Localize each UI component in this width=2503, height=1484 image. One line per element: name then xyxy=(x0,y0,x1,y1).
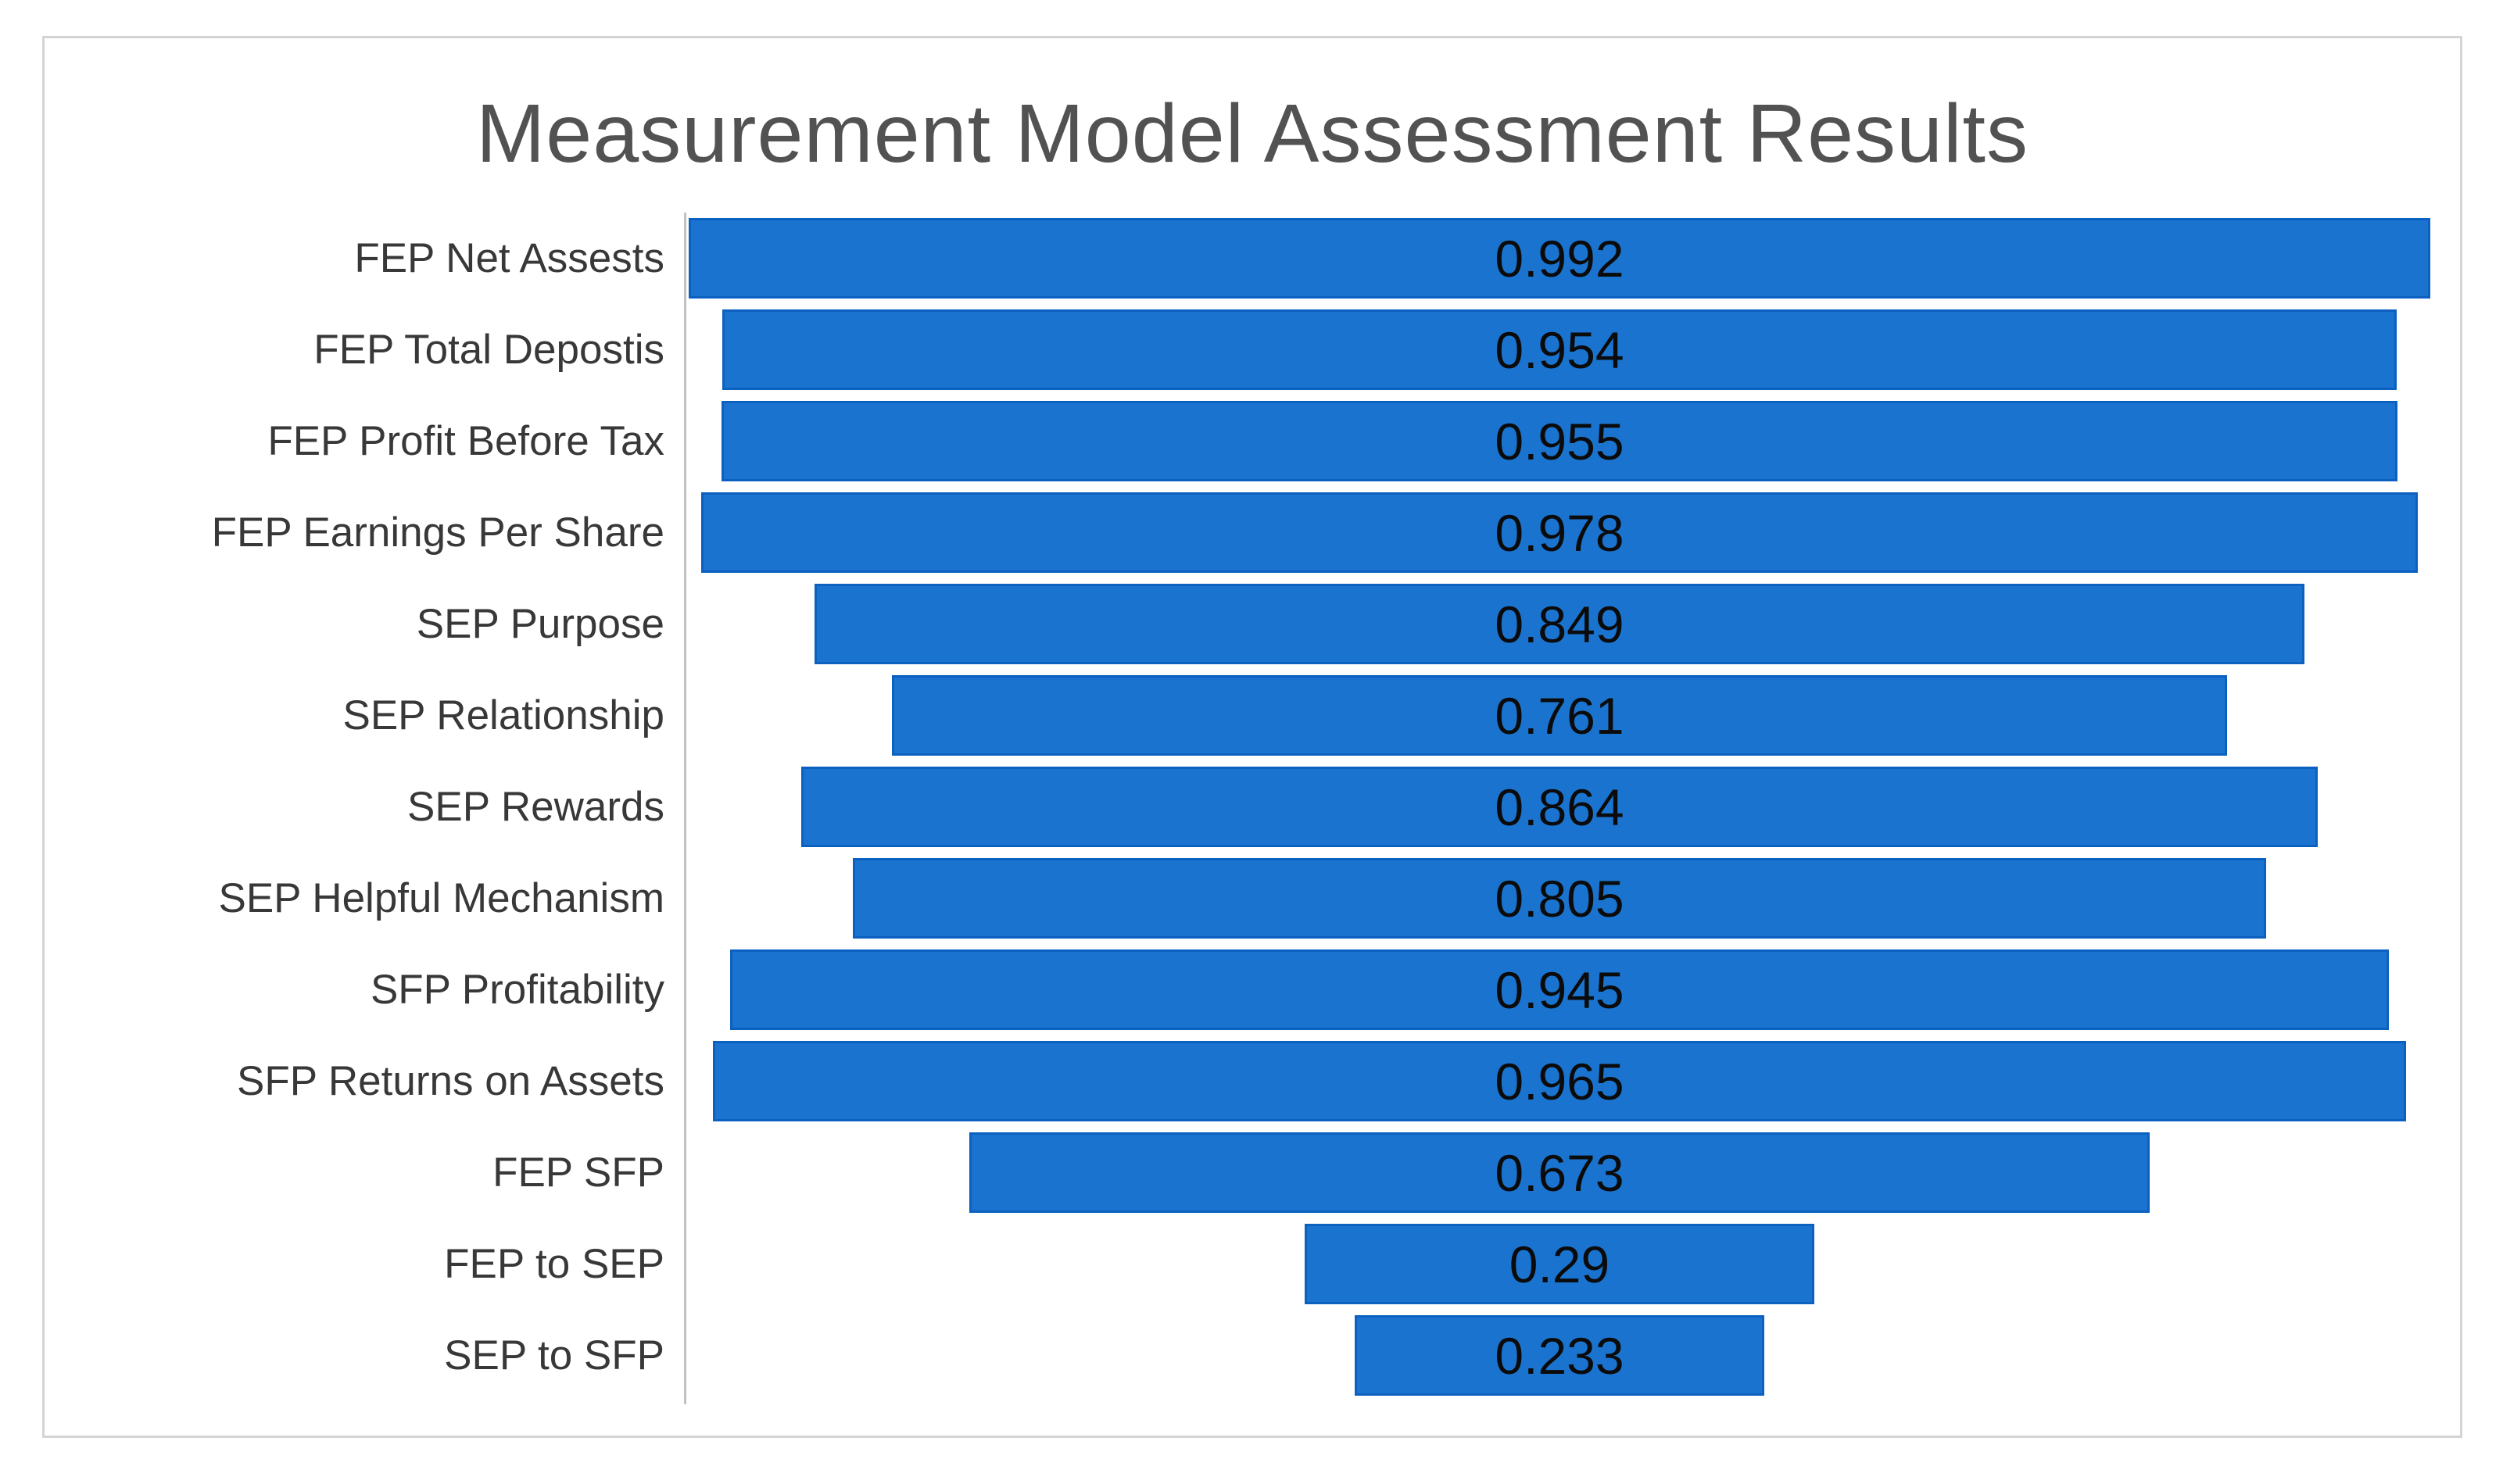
bar: 0.29 xyxy=(1305,1224,1814,1304)
bar: 0.954 xyxy=(722,309,2397,390)
bar-value-label: 0.978 xyxy=(1495,503,1624,562)
bar-value-label: 0.673 xyxy=(1495,1143,1624,1202)
category-label: SFP Returns on Assets xyxy=(237,1058,664,1104)
chart-row: SEP Relationship 0.761 xyxy=(45,670,2460,761)
category-label: SEP to SFP xyxy=(444,1332,664,1379)
bar-value-label: 0.233 xyxy=(1495,1326,1624,1385)
bar: 0.955 xyxy=(722,401,2397,481)
chart-title: Measurement Model Assessment Results xyxy=(475,88,2029,180)
category-label: SEP Helpful Mechanism xyxy=(218,875,664,921)
bar: 0.864 xyxy=(801,767,2318,847)
bar: 0.849 xyxy=(814,584,2304,664)
category-label: SEP Rewards xyxy=(407,784,664,830)
chart-frame: Measurement Model Assessment Results FEP… xyxy=(42,36,2462,1438)
bar-value-label: 0.955 xyxy=(1495,412,1624,470)
chart-row: FEP SFP 0.673 xyxy=(45,1127,2460,1218)
bar-value-label: 0.992 xyxy=(1495,229,1624,288)
bar: 0.761 xyxy=(891,675,2228,756)
bar: 0.945 xyxy=(730,949,2389,1030)
chart-row: FEP Net Assests 0.992 xyxy=(45,213,2460,304)
plot-rows: FEP Net Assests 0.992 FEP Total Depostis 0.… xyxy=(45,213,2460,1401)
bar: 0.978 xyxy=(701,492,2418,573)
chart-row: SEP Helpful Mechanism 0.805 xyxy=(45,853,2460,944)
category-label: SEP Relationship xyxy=(342,692,664,738)
category-label: SFP Profitability xyxy=(370,967,664,1013)
bar-value-label: 0.29 xyxy=(1509,1235,1610,1293)
category-axis-line xyxy=(684,213,686,1404)
bar-value-label: 0.945 xyxy=(1495,960,1624,1019)
category-label: FEP Total Depostis xyxy=(313,327,664,373)
category-label: FEP Net Assests xyxy=(354,235,664,281)
bar-value-label: 0.761 xyxy=(1495,686,1624,745)
category-label: FEP Profit Before Tax xyxy=(267,418,664,464)
bar-value-label: 0.954 xyxy=(1495,320,1624,379)
bar-value-label: 0.849 xyxy=(1495,595,1624,653)
bar: 0.233 xyxy=(1355,1315,1764,1396)
chart-row: SEP Purpose 0.849 xyxy=(45,578,2460,670)
bar-value-label: 0.864 xyxy=(1495,778,1624,836)
category-label: FEP SFP xyxy=(492,1150,664,1196)
category-label: FEP to SEP xyxy=(444,1241,664,1287)
chart-row: SEP Rewards 0.864 xyxy=(45,761,2460,853)
chart-row: SFP Profitability 0.945 xyxy=(45,944,2460,1035)
chart-row: FEP Profit Before Tax 0.955 xyxy=(45,395,2460,487)
bar: 0.965 xyxy=(712,1041,2407,1121)
bar: 0.992 xyxy=(689,218,2430,299)
chart-row: SEP to SFP 0.233 xyxy=(45,1310,2460,1401)
bar-value-label: 0.965 xyxy=(1495,1052,1624,1110)
bar: 0.673 xyxy=(969,1132,2150,1213)
chart-row: SFP Returns on Assets 0.965 xyxy=(45,1035,2460,1127)
chart-row: FEP Earnings Per Share 0.978 xyxy=(45,487,2460,578)
bar: 0.805 xyxy=(853,858,2266,939)
bar-value-label: 0.805 xyxy=(1495,869,1624,928)
chart-row: FEP to SEP 0.29 xyxy=(45,1218,2460,1310)
category-label: SEP Purpose xyxy=(416,601,664,647)
category-label: FEP Earnings Per Share xyxy=(211,510,664,556)
chart-row: FEP Total Depostis 0.954 xyxy=(45,304,2460,395)
